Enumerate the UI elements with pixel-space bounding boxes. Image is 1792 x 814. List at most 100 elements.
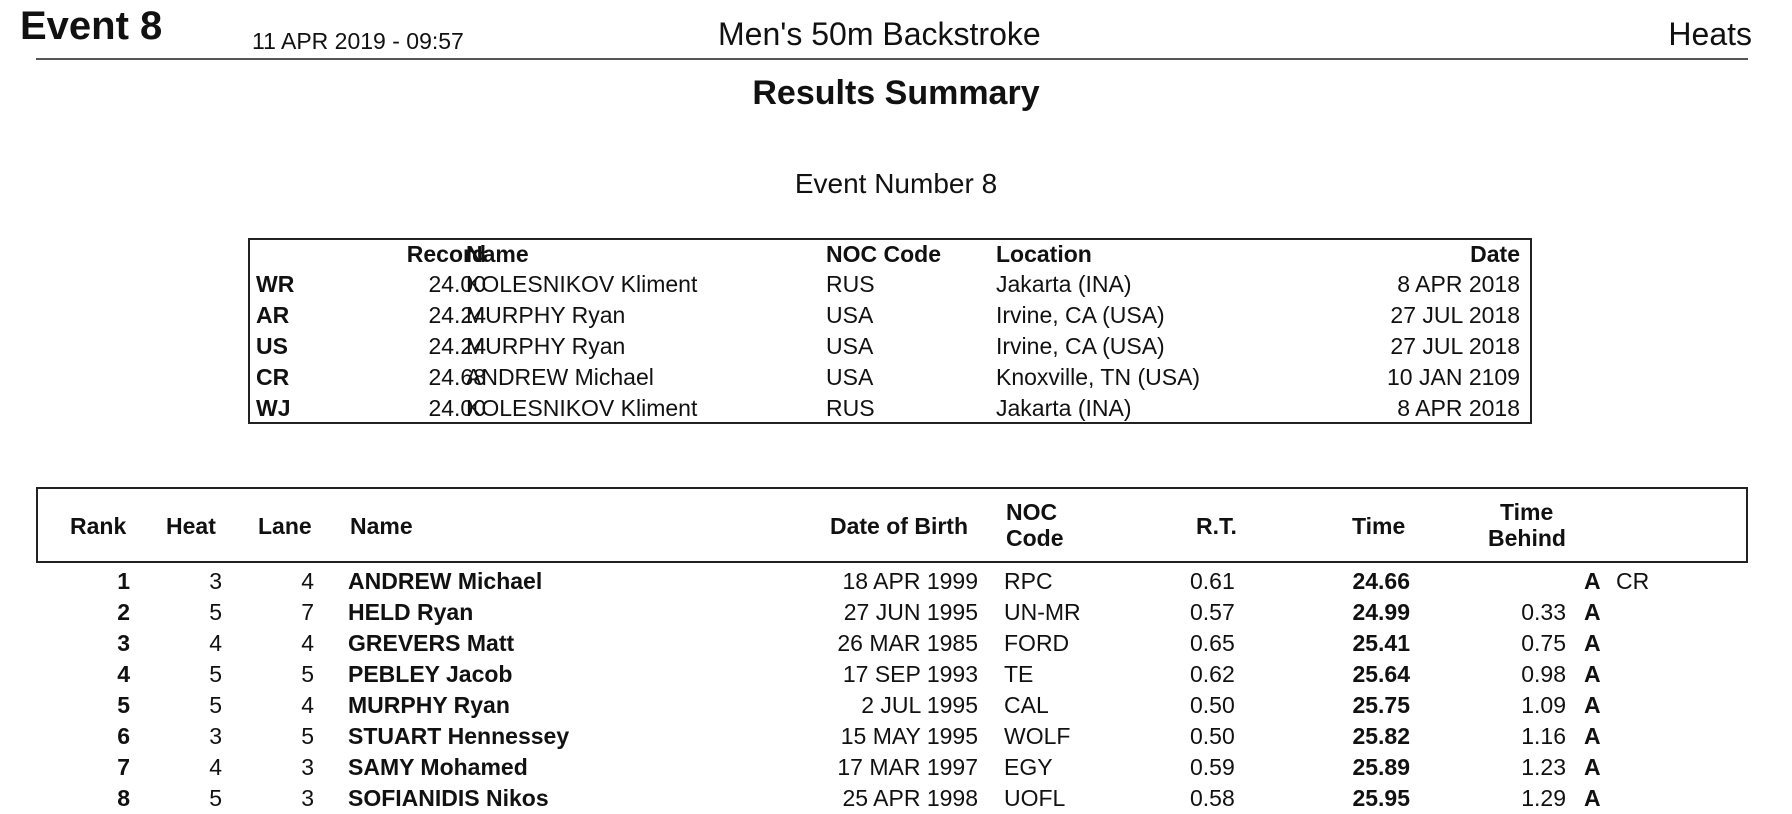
swim-time: 25.75 <box>1352 692 1410 718</box>
athlete-name: GREVERS Matt <box>348 630 515 656</box>
noc-code: RPC <box>1004 568 1053 594</box>
noc-code: CAL <box>1004 692 1049 718</box>
event-round: Heats <box>1668 16 1752 52</box>
athlete-name: MURPHY Ryan <box>348 692 510 718</box>
page-title: Results Summary <box>752 74 1040 112</box>
qualifier: A <box>1584 785 1601 811</box>
record-noc: USA <box>826 364 874 390</box>
record-date: 27 JUL 2018 <box>1390 302 1520 328</box>
heat: 5 <box>209 661 222 687</box>
reaction-time: 0.57 <box>1190 599 1235 625</box>
heat: 4 <box>209 630 222 656</box>
heat: 3 <box>209 568 222 594</box>
record-type: CR <box>256 364 290 390</box>
record-location: Knoxville, TN (USA) <box>996 364 1201 390</box>
results-table: 1 3 4 ANDREW Michael 18 APR 1999 RPC 0.61 24.66… <box>0 566 1792 814</box>
col-lane: Lane <box>258 513 312 539</box>
record-holder: MURPHY Ryan <box>466 302 626 328</box>
date-of-birth: 26 MAR 1985 <box>837 630 978 656</box>
record-type: WJ <box>256 395 291 421</box>
qualifier: A <box>1584 599 1601 625</box>
athlete-name: PEBLEY Jacob <box>348 661 513 687</box>
reaction-time: 0.61 <box>1190 568 1235 594</box>
col-noc-line2: Code <box>1006 525 1064 551</box>
qualifier: A <box>1584 568 1601 594</box>
time-behind: 0.33 <box>1521 599 1566 625</box>
record-noc: RUS <box>826 271 875 297</box>
record-time: 24.68 <box>428 364 486 390</box>
swim-time: 25.95 <box>1352 785 1410 811</box>
reaction-time: 0.50 <box>1190 723 1235 749</box>
record-noc: RUS <box>826 395 875 421</box>
reaction-time: 0.58 <box>1190 785 1235 811</box>
event-title: Men's 50m Backstroke <box>718 16 1041 52</box>
noc-code: UN-MR <box>1004 599 1081 625</box>
swim-time: 25.89 <box>1352 754 1410 780</box>
rank: 1 <box>117 568 130 594</box>
col-rank: Rank <box>70 513 127 539</box>
lane: 4 <box>301 568 314 594</box>
lane: 5 <box>301 661 314 687</box>
swim-time: 24.99 <box>1352 599 1410 625</box>
col-noc-line1: NOC <box>1006 499 1058 525</box>
reaction-time: 0.65 <box>1190 630 1235 656</box>
records-header-noc: NOC Code <box>826 241 941 267</box>
record-time: 24.00 <box>428 395 486 421</box>
qualifier: A <box>1584 630 1601 656</box>
swim-time: 25.64 <box>1352 661 1410 687</box>
rank: 3 <box>117 630 130 656</box>
record-holder: ANDREW Michael <box>466 364 654 390</box>
record-location: Jakarta (INA) <box>996 395 1132 421</box>
table-row: 7 4 3 SAMY Mohamed 17 MAR 1997 EGY 0.59 25.89 1.… <box>0 752 1792 783</box>
record-location: Irvine, CA (USA) <box>996 333 1165 359</box>
lane: 5 <box>301 723 314 749</box>
col-heat: Heat <box>166 513 216 539</box>
record-date: 8 APR 2018 <box>1397 271 1520 297</box>
athlete-name: STUART Hennessey <box>348 723 570 749</box>
qualifier: A <box>1584 692 1601 718</box>
noc-code: WOLF <box>1004 723 1071 749</box>
col-behind-line1: Time <box>1500 499 1554 525</box>
record-location: Irvine, CA (USA) <box>996 302 1165 328</box>
noc-code: TE <box>1004 661 1034 687</box>
rank: 5 <box>117 692 130 718</box>
record-holder: KOLESNIKOV Kliment <box>466 271 698 297</box>
record-date: 27 JUL 2018 <box>1390 333 1520 359</box>
date-of-birth: 25 APR 1998 <box>842 785 978 811</box>
table-row: 4 5 5 PEBLEY Jacob 17 SEP 1993 TE 0.62 25.64 0.9… <box>0 659 1792 690</box>
col-time: Time <box>1352 513 1406 539</box>
date-of-birth: 2 JUL 1995 <box>861 692 978 718</box>
reaction-time: 0.62 <box>1190 661 1235 687</box>
date-of-birth: 17 MAR 1997 <box>837 754 978 780</box>
record-date: 8 APR 2018 <box>1397 395 1520 421</box>
col-dob: Date of Birth <box>830 513 968 539</box>
lane: 7 <box>301 599 314 625</box>
qualifier: A <box>1584 754 1601 780</box>
record-holder: KOLESNIKOV Kliment <box>466 395 698 421</box>
noc-code: FORD <box>1004 630 1070 656</box>
reaction-time: 0.50 <box>1190 692 1235 718</box>
date-of-birth: 18 APR 1999 <box>842 568 978 594</box>
heat: 3 <box>209 723 222 749</box>
col-name: Name <box>350 513 413 539</box>
swim-time: 24.66 <box>1352 568 1410 594</box>
event-label: Event 8 <box>20 4 163 48</box>
table-row: 3 4 4 GREVERS Matt 26 MAR 1985 FORD 0.65 25.41 0… <box>0 628 1792 659</box>
heat: 5 <box>209 692 222 718</box>
qualifier: A <box>1584 661 1601 687</box>
time-behind: 1.09 <box>1521 692 1566 718</box>
col-behind-line2: Behind <box>1488 525 1566 551</box>
record-type: WR <box>256 271 295 297</box>
heat: 4 <box>209 754 222 780</box>
event-datetime: 11 APR 2019 - 09:57 <box>252 28 464 54</box>
lane: 4 <box>301 692 314 718</box>
swim-time: 25.41 <box>1352 630 1410 656</box>
date-of-birth: 27 JUN 1995 <box>843 599 978 625</box>
records-header-record: Record <box>406 241 486 267</box>
record-location: Jakarta (INA) <box>996 271 1132 297</box>
lane: 3 <box>301 785 314 811</box>
table-row: 5 5 4 MURPHY Ryan 2 JUL 1995 CAL 0.50 25.75 1.09… <box>0 690 1792 721</box>
heat: 5 <box>209 785 222 811</box>
rank: 4 <box>117 661 130 687</box>
time-behind: 0.75 <box>1521 630 1566 656</box>
